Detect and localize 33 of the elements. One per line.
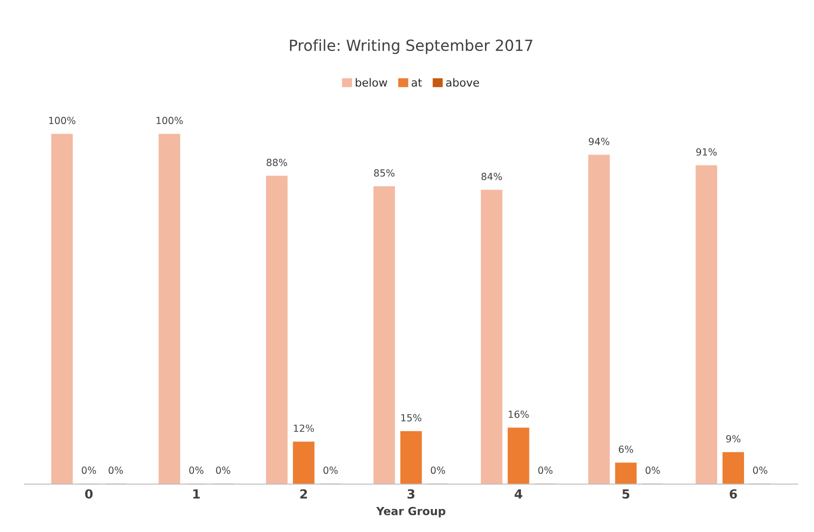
data-label: 0%: [216, 466, 230, 474]
data-label: 0%: [108, 466, 123, 474]
data-label: 16%: [508, 410, 529, 418]
data-label: 94%: [588, 138, 610, 146]
data-label: 6%: [618, 446, 634, 453]
x-tick-label: 4: [514, 489, 522, 498]
data-label: 0%: [189, 466, 204, 474]
data-label: 15%: [401, 414, 422, 422]
data-label: 0%: [538, 466, 552, 474]
data-label: 0%: [753, 466, 768, 474]
data-label: 0%: [430, 466, 446, 474]
chart-title: Profile: Writing September 2017: [290, 39, 532, 54]
data-label: 9%: [726, 435, 740, 442]
legend-label: above: [446, 78, 479, 87]
data-label: 100%: [49, 116, 76, 124]
x-tick-label: 5: [622, 489, 630, 499]
legend-label: at: [412, 78, 422, 87]
data-label: 100%: [156, 116, 183, 124]
data-label: 12%: [294, 424, 314, 432]
x-tick-label: 1: [193, 489, 200, 498]
data-label: 88%: [266, 158, 288, 166]
data-label: 0%: [82, 466, 96, 474]
x-axis-title: Year Group: [376, 506, 446, 518]
x-tick-label: 2: [300, 489, 307, 498]
data-label: 84%: [481, 172, 502, 180]
x-tick-label: 6: [730, 489, 737, 499]
data-label: 85%: [374, 169, 394, 177]
legend-label: below: [356, 78, 388, 87]
data-label: 0%: [323, 466, 338, 474]
x-tick-label: 3: [408, 489, 414, 499]
data-label: 0%: [646, 466, 660, 474]
data-label: 91%: [696, 148, 717, 156]
x-tick-label: 0: [85, 489, 93, 499]
